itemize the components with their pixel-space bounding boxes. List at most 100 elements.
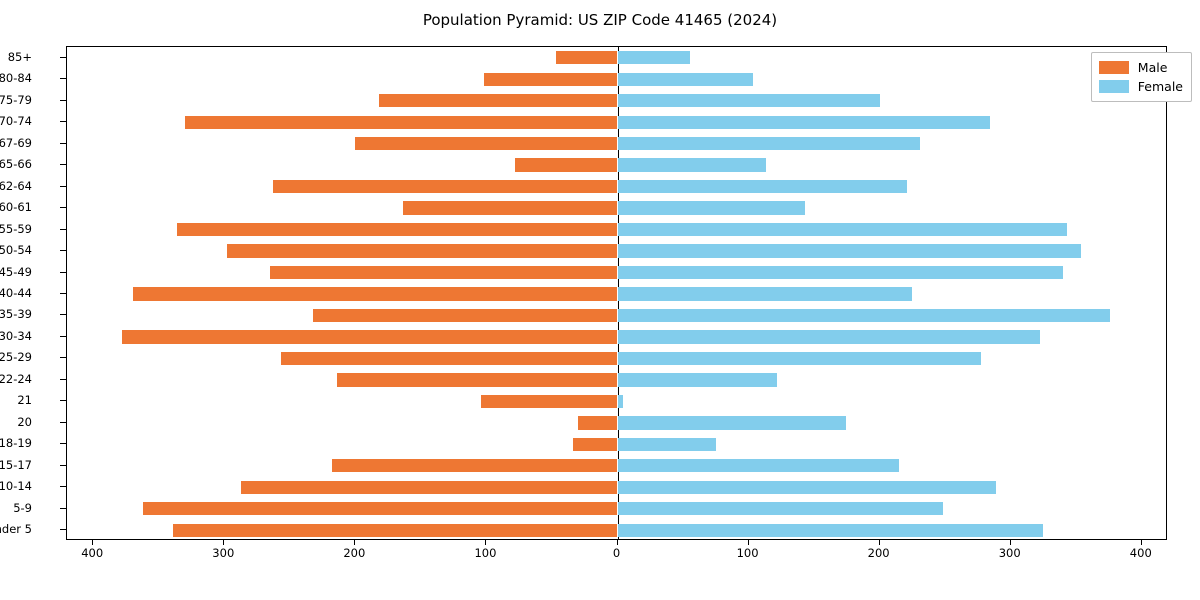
y-axis-tick-label: 67-69	[0, 135, 32, 150]
x-axis-tick-label: 300	[998, 546, 1021, 560]
y-axis-tick-mark	[60, 529, 66, 531]
pyramid-row	[67, 351, 1166, 366]
y-axis-tick-mark	[60, 164, 66, 166]
x-axis-tick-label: 300	[212, 546, 235, 560]
bar-female	[617, 115, 990, 129]
pyramid-row	[67, 416, 1166, 430]
pyramid-row	[67, 330, 1166, 344]
y-axis-tick-mark	[60, 271, 66, 273]
y-axis-tick-mark	[60, 207, 66, 209]
pyramid-row	[67, 51, 1166, 65]
bar-female	[617, 502, 943, 516]
y-axis-tick-mark	[60, 314, 66, 316]
bar-male	[132, 287, 618, 301]
y-axis-tick-label: 62-64	[0, 178, 32, 193]
pyramid-row	[67, 480, 1166, 494]
pyramid-row	[67, 287, 1166, 301]
pyramid-row	[67, 179, 1166, 194]
y-axis-tick-label: 5-9	[13, 500, 32, 515]
chart-title: Population Pyramid: US ZIP Code 41465 (2…	[422, 11, 778, 29]
y-axis-tick-label: 10-14	[0, 479, 32, 494]
y-axis-tick-mark	[60, 400, 66, 402]
bar-female	[617, 51, 690, 65]
y-axis-tick-label: 20	[17, 414, 32, 429]
pyramid-row	[67, 373, 1166, 387]
bar-female	[617, 351, 981, 366]
y-axis-tick-mark	[60, 357, 66, 359]
bar-female	[617, 373, 778, 387]
chart-legend: Male Female	[1090, 52, 1192, 102]
x-axis-tick-mark	[616, 540, 618, 545]
x-axis-tick-mark	[92, 540, 94, 545]
y-axis-tick-label: 75-79	[0, 92, 32, 107]
y-axis-tick-mark	[60, 293, 66, 294]
y-axis-tick-label: 50-54	[0, 243, 32, 258]
legend-item[interactable]: Male	[1098, 58, 1183, 77]
bar-male	[578, 416, 618, 430]
y-axis-tick-mark	[60, 464, 66, 466]
y-axis-tick-label: 60-61	[0, 200, 32, 215]
y-axis-tick-label: 25-29	[0, 350, 32, 365]
bar-female	[617, 72, 753, 86]
x-axis-tick-mark	[878, 540, 880, 545]
x-axis-tick-mark	[1009, 540, 1011, 545]
y-axis-tick-label: 85+	[7, 49, 32, 64]
y-axis-tick-label: 45-49	[0, 264, 32, 279]
y-axis-tick-label: 35-39	[0, 307, 32, 322]
bar-female	[617, 416, 846, 430]
bar-male	[402, 201, 618, 215]
y-axis-tick-mark	[60, 121, 66, 123]
bar-male	[241, 480, 618, 494]
pyramid-row	[67, 222, 1166, 237]
pyramid-row	[67, 158, 1166, 172]
y-axis-tick-label: 40-44	[0, 286, 32, 300]
pyramid-row	[67, 308, 1166, 323]
x-axis-tick-mark	[354, 540, 356, 545]
y-axis-tick-mark	[60, 421, 66, 423]
legend-item[interactable]: Female	[1098, 77, 1183, 96]
y-axis-tick-label: 55-59	[0, 221, 32, 236]
y-axis-tick-mark	[60, 486, 66, 488]
bar-female	[617, 394, 623, 409]
bar-male	[483, 72, 618, 86]
bar-male	[270, 265, 618, 280]
bar-male	[515, 158, 618, 172]
y-axis-tick-label: 15-17	[0, 457, 32, 472]
pyramid-row	[67, 201, 1166, 215]
y-axis-tick-mark	[60, 228, 66, 230]
bar-female	[617, 94, 880, 108]
plot-area	[66, 46, 1167, 540]
x-axis-tick-mark	[223, 540, 225, 545]
bar-female	[617, 523, 1044, 537]
pyramid-row	[67, 94, 1166, 108]
bar-female	[617, 136, 921, 151]
pyramid-row	[67, 502, 1166, 516]
y-axis-tick-mark	[60, 78, 66, 80]
legend-color-swatch	[1098, 80, 1129, 93]
bar-female	[617, 179, 908, 194]
y-axis-tick-mark	[60, 250, 66, 252]
y-axis-tick-label: Under 5	[0, 522, 32, 537]
y-axis-tick-mark	[60, 378, 66, 380]
pyramid-row	[67, 72, 1166, 86]
y-axis-tick-label: 80-84	[0, 71, 32, 86]
bar-male	[313, 308, 618, 323]
bar-male	[173, 523, 618, 537]
bar-female	[617, 158, 766, 172]
legend-color-swatch	[1098, 61, 1129, 74]
y-axis-tick-mark	[60, 142, 66, 144]
pyramid-row	[67, 437, 1166, 451]
bar-male	[378, 94, 618, 108]
x-axis-tick-label: 100	[474, 546, 497, 560]
y-axis-tick-label: 22-24	[0, 371, 32, 386]
bar-male	[331, 459, 618, 473]
bar-female	[617, 480, 997, 494]
bar-female	[617, 330, 1040, 344]
x-axis-tick-label: 400	[81, 546, 104, 560]
x-axis-tick-mark	[1140, 540, 1142, 545]
bar-male	[184, 115, 618, 129]
bar-male	[481, 394, 618, 409]
x-axis-tick-mark	[747, 540, 749, 545]
bar-female	[617, 287, 913, 301]
